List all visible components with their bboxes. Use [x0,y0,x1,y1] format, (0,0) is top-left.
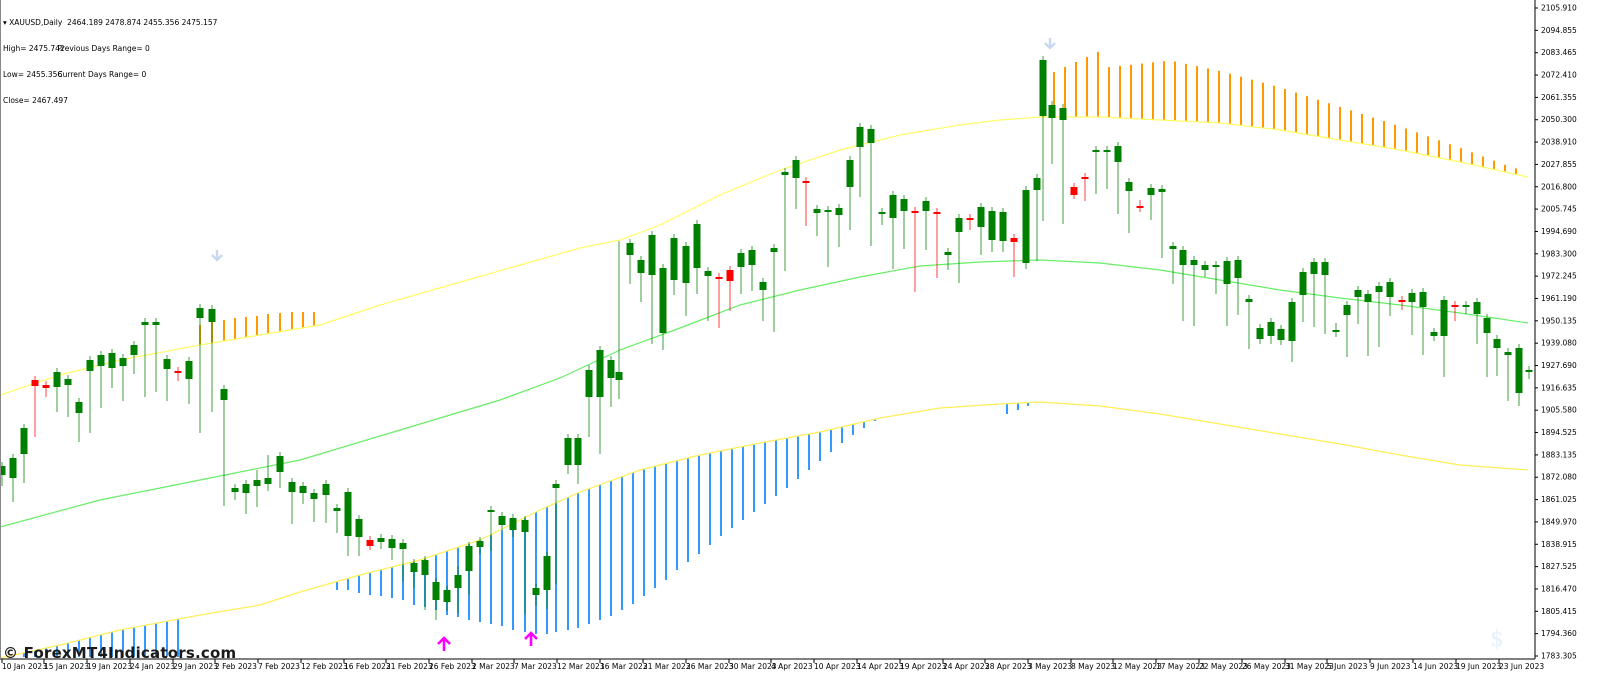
buy-arrow-icon [524,631,538,646]
svg-text:1816.470: 1816.470 [1541,584,1577,593]
svg-text:2 Feb 2023: 2 Feb 2023 [215,662,257,671]
svg-text:1883.135: 1883.135 [1541,450,1577,459]
svg-text:4 Apr 2023: 4 Apr 2023 [771,662,813,671]
svg-text:$: $ [1490,627,1504,652]
current-days-range: Current Days Range= 0 [57,69,147,79]
low-value: Low= 2455.356 [3,69,63,79]
svg-text:10 Jan 2023: 10 Jan 2023 [2,662,47,671]
svg-text:8 May 2023: 8 May 2023 [1071,662,1115,671]
svg-text:12 May 2023: 12 May 2023 [1113,662,1162,671]
svg-text:2005.745: 2005.745 [1541,205,1577,214]
svg-text:2061.355: 2061.355 [1541,93,1577,102]
svg-text:23 Jun 2023: 23 Jun 2023 [1499,662,1544,671]
svg-text:26 Mar 2023: 26 Mar 2023 [686,662,734,671]
candlesticks [0,56,1533,620]
svg-text:1994.690: 1994.690 [1541,227,1577,236]
svg-text:1838.915: 1838.915 [1541,540,1577,549]
price-axis: 2105.910 2094.855 2083.465 2072.410 2061.355… [1535,4,1577,661]
svg-text:19 Jun 2023: 19 Jun 2023 [1456,662,1501,671]
svg-text:1905.580: 1905.580 [1541,406,1577,415]
svg-text:3 May 2023: 3 May 2023 [1028,662,1072,671]
svg-text:9 Jun 2023: 9 Jun 2023 [1370,662,1411,671]
buy-arrow-icon [437,636,451,651]
svg-text:15 Jan 2023: 15 Jan 2023 [44,662,89,671]
upper-band-line [0,116,1529,396]
svg-text:28 Apr 2023: 28 Apr 2023 [985,662,1032,671]
svg-text:1849.970: 1849.970 [1541,517,1577,526]
svg-text:24 Jan 2023: 24 Jan 2023 [130,662,175,671]
svg-text:1972.245: 1972.245 [1541,272,1577,281]
svg-text:1805.415: 1805.415 [1541,607,1577,616]
svg-text:17 May 2023: 17 May 2023 [1156,662,1205,671]
symbol-dropdown-icon[interactable]: ▾ [3,18,7,28]
svg-text:5 Jun 2023: 5 Jun 2023 [1327,662,1368,671]
svg-text:7 Mar 2023: 7 Mar 2023 [514,662,557,671]
symbol-label: XAUUSD,Daily [9,18,63,28]
svg-text:22 May 2023: 22 May 2023 [1199,662,1248,671]
band-histogram [23,51,1517,657]
svg-text:7 Feb 2023: 7 Feb 2023 [258,662,300,671]
svg-text:12 Mar 2023: 12 Mar 2023 [557,662,605,671]
close-value: Close= 2467.497 [3,95,68,105]
svg-text:26 Feb 2023: 26 Feb 2023 [429,662,476,671]
sell-arrow-icon [1044,38,1056,50]
svg-text:30 Mar 2023: 30 Mar 2023 [729,662,777,671]
previous-days-range: Previous Days Range= 0 [57,43,150,53]
chart-info-panel: ▾ XAUUSD,Daily 2464.189 2478.874 2455.35… [3,2,217,114]
svg-text:2105.910: 2105.910 [1541,4,1577,13]
svg-text:19 Jan 2023: 19 Jan 2023 [87,662,132,671]
svg-text:31 May 2023: 31 May 2023 [1285,662,1334,671]
svg-text:1950.135: 1950.135 [1541,316,1577,325]
svg-text:2027.855: 2027.855 [1541,160,1577,169]
svg-text:16 Feb 2023: 16 Feb 2023 [344,662,391,671]
svg-text:1939.080: 1939.080 [1541,339,1577,348]
svg-text:2050.300: 2050.300 [1541,115,1577,124]
svg-text:1872.080: 1872.080 [1541,473,1577,482]
ohlc-values: 2464.189 2478.874 2455.356 2475.157 [67,18,218,28]
signal-arrows [211,38,1056,651]
svg-text:1827.525: 1827.525 [1541,562,1577,571]
svg-text:2083.465: 2083.465 [1541,48,1577,57]
svg-text:1961.190: 1961.190 [1541,294,1577,303]
svg-text:24 Apr 2023: 24 Apr 2023 [943,662,990,671]
sell-arrow-icon [211,250,223,262]
svg-text:12 Feb 2023: 12 Feb 2023 [301,662,348,671]
svg-text:10 Apr 2023: 10 Apr 2023 [814,662,861,671]
svg-text:1983.300: 1983.300 [1541,249,1577,258]
svg-text:1861.025: 1861.025 [1541,495,1577,504]
lower-band-line [0,401,1529,659]
svg-text:1927.690: 1927.690 [1541,361,1577,370]
svg-text:2016.800: 2016.800 [1541,182,1577,191]
watermark: © ForexMT4Indicators.com [3,644,237,662]
svg-text:14 Apr 2023: 14 Apr 2023 [857,662,904,671]
high-value: High= 2475.742 [3,43,65,53]
svg-text:29 Jan 2023: 29 Jan 2023 [173,662,218,671]
dollar-watermark-icon: $ [1490,627,1504,652]
svg-text:2094.855: 2094.855 [1541,26,1577,35]
svg-text:1783.305: 1783.305 [1541,652,1577,661]
svg-text:1916.635: 1916.635 [1541,383,1577,392]
svg-text:21 Feb 2023: 21 Feb 2023 [386,662,433,671]
svg-text:2 Mar 2023: 2 Mar 2023 [472,662,515,671]
svg-text:2038.910: 2038.910 [1541,138,1577,147]
svg-text:16 Mar 2023: 16 Mar 2023 [600,662,648,671]
svg-text:1894.525: 1894.525 [1541,428,1577,437]
svg-text:14 Jun 2023: 14 Jun 2023 [1413,662,1458,671]
indicator-lines [0,116,1529,659]
svg-text:2072.410: 2072.410 [1541,71,1577,80]
svg-text:21 Mar 2023: 21 Mar 2023 [643,662,691,671]
svg-text:1794.360: 1794.360 [1541,629,1577,638]
svg-text:19 Apr 2023: 19 Apr 2023 [900,662,947,671]
svg-text:26 May 2023: 26 May 2023 [1242,662,1291,671]
